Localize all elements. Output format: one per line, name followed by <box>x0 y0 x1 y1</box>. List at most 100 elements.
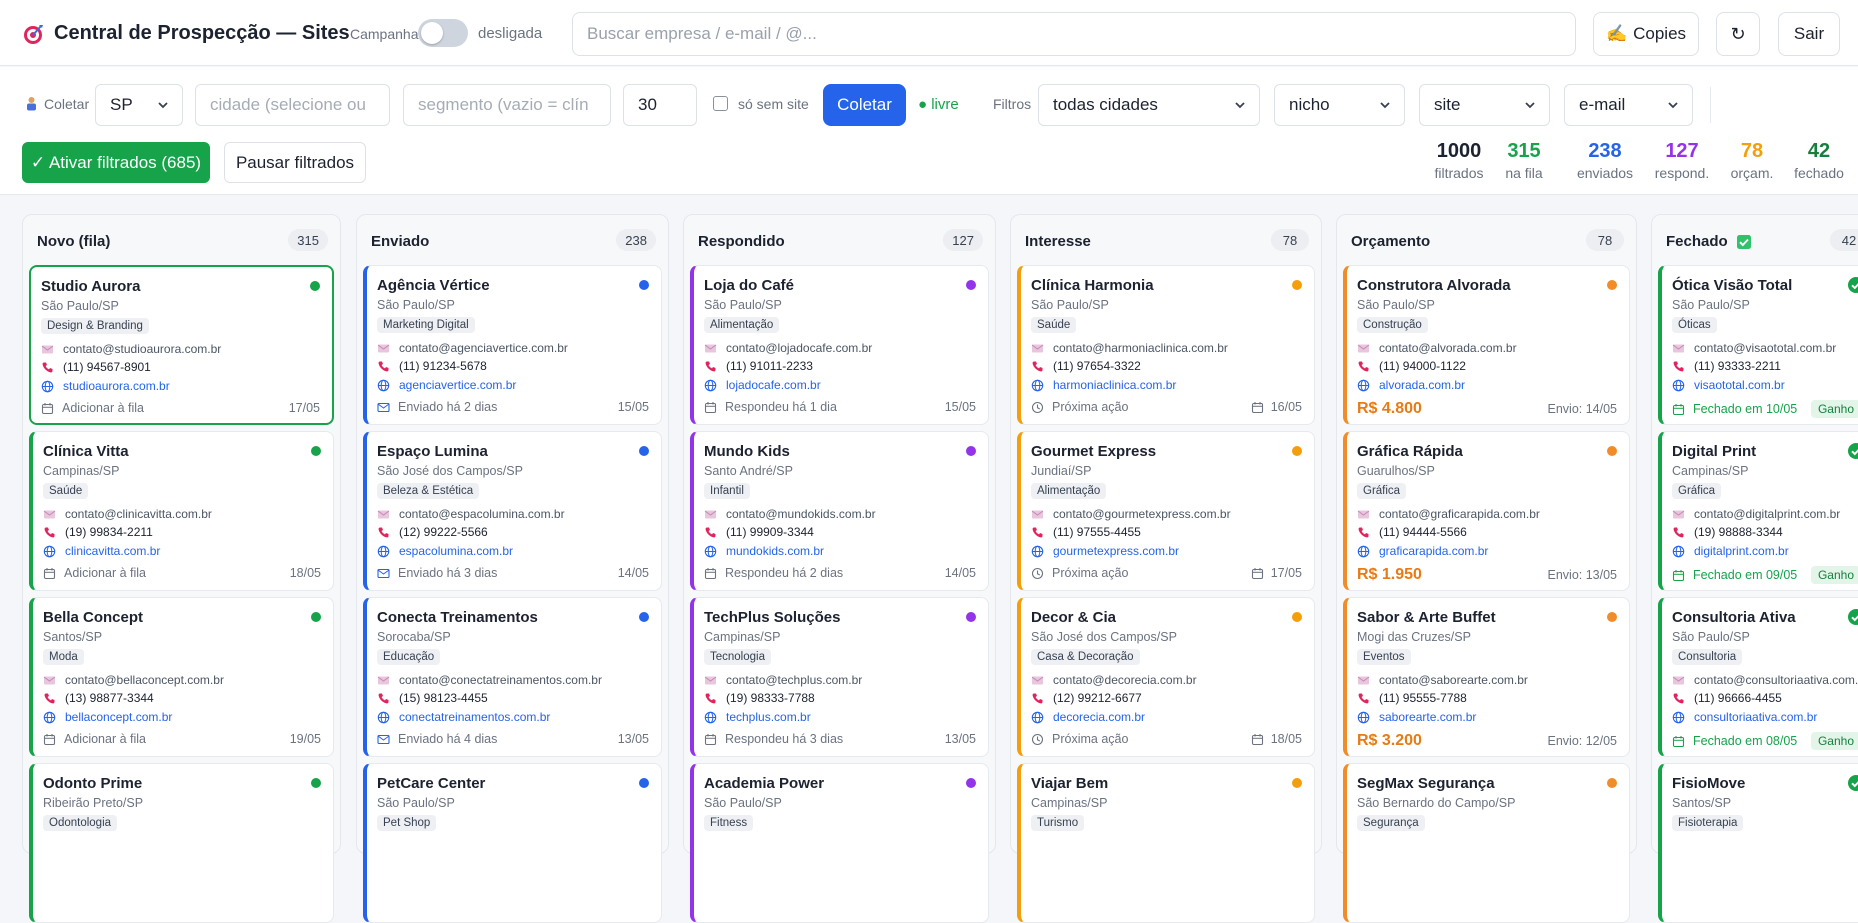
card-site[interactable]: bellaconcept.com.br <box>43 710 172 724</box>
card-email[interactable]: contato@agenciavertice.com.br <box>377 341 568 355</box>
lead-card[interactable]: Loja do Café São Paulo/SP Alimentação co… <box>690 265 989 425</box>
email-filter-select[interactable]: e-mail <box>1564 84 1693 126</box>
refresh-button[interactable]: ↻ <box>1716 12 1760 56</box>
search-input[interactable] <box>572 12 1576 56</box>
card-site[interactable]: harmoniaclinica.com.br <box>1031 378 1176 392</box>
lead-card[interactable]: Digital Print Campinas/SP Gráfica contat… <box>1658 431 1858 591</box>
lead-card[interactable]: FisioMove Santos/SP Fisioterapia <box>1658 763 1858 923</box>
card-email[interactable]: contato@visaototal.com.br <box>1672 341 1836 355</box>
state-select[interactable]: SP <box>95 84 183 126</box>
collect-button[interactable]: Coletar <box>823 84 906 126</box>
card-site[interactable]: studioaurora.com.br <box>41 379 170 393</box>
lead-card[interactable]: Studio Aurora São Paulo/SP Design & Bran… <box>29 265 334 425</box>
card-email[interactable]: contato@espacolumina.com.br <box>377 507 565 521</box>
city-filter-select[interactable]: todas cidades <box>1038 84 1260 126</box>
card-phone[interactable]: (11) 95555-7788 <box>1357 691 1467 705</box>
card-company-name: Clínica Harmonia <box>1031 277 1154 294</box>
card-site[interactable]: gourmetexpress.com.br <box>1031 544 1179 558</box>
card-site[interactable]: clinicavitta.com.br <box>43 544 160 558</box>
copies-button[interactable]: ✍️ Copies <box>1593 12 1699 56</box>
card-email[interactable]: contato@digitalprint.com.br <box>1672 507 1840 521</box>
card-site[interactable]: digitalprint.com.br <box>1672 544 1789 558</box>
card-email[interactable]: contato@graficarapida.com.br <box>1357 507 1540 521</box>
card-phone[interactable]: (12) 99222-5566 <box>377 525 488 539</box>
lead-card[interactable]: Mundo Kids Santo André/SP Infantil conta… <box>690 431 989 591</box>
card-phone[interactable]: (19) 98888-3344 <box>1672 525 1783 539</box>
card-phone[interactable]: (11) 96666-4455 <box>1672 691 1782 705</box>
lead-card[interactable]: Odonto Prime Ribeirão Preto/SP Odontolog… <box>29 763 334 923</box>
card-email[interactable]: contato@bellaconcept.com.br <box>43 673 224 687</box>
card-phone[interactable]: (11) 93333-2211 <box>1672 359 1781 373</box>
pause-filtered-button[interactable]: Pausar filtrados <box>224 142 366 183</box>
lead-card[interactable]: SegMax Segurança São Bernardo do Campo/S… <box>1343 763 1630 923</box>
card-phone[interactable]: (11) 97555-4455 <box>1031 525 1141 539</box>
card-footer-left[interactable]: Adicionar à fila <box>43 732 146 746</box>
card-footer-left[interactable]: Adicionar à fila <box>43 566 146 580</box>
site-filter-select[interactable]: site <box>1419 84 1550 126</box>
card-phone[interactable]: (11) 94000-1122 <box>1357 359 1466 373</box>
card-email[interactable]: contato@saborearte.com.br <box>1357 673 1528 687</box>
logout-button[interactable]: Sair <box>1778 12 1840 56</box>
card-phone[interactable]: (13) 98877-3344 <box>43 691 154 705</box>
lead-card[interactable]: Viajar Bem Campinas/SP Turismo <box>1017 763 1315 923</box>
lead-card[interactable]: Gráfica Rápida Guarulhos/SP Gráfica cont… <box>1343 431 1630 591</box>
card-site[interactable]: decorecia.com.br <box>1031 710 1145 724</box>
card-phone[interactable]: (11) 94444-5566 <box>1357 525 1467 539</box>
card-phone[interactable]: (19) 99834-2211 <box>43 525 153 539</box>
lead-card[interactable]: PetCare Center São Paulo/SP Pet Shop <box>363 763 662 923</box>
only-no-site-checkbox[interactable] <box>713 96 728 111</box>
card-site[interactable]: lojadocafe.com.br <box>704 378 821 392</box>
card-site[interactable]: techplus.com.br <box>704 710 811 724</box>
card-phone[interactable]: (15) 98123-4455 <box>377 691 488 705</box>
lead-card[interactable]: Academia Power São Paulo/SP Fitness <box>690 763 989 923</box>
lead-card[interactable]: Clínica Harmonia São Paulo/SP Saúde cont… <box>1017 265 1315 425</box>
segment-input[interactable]: segmento (vazio = clín <box>403 84 611 126</box>
card-site[interactable]: graficarapida.com.br <box>1357 544 1488 558</box>
card-phone[interactable]: (19) 98333-7788 <box>704 691 815 705</box>
card-phone[interactable]: (12) 99212-6677 <box>1031 691 1142 705</box>
card-email[interactable]: contato@alvorada.com.br <box>1357 341 1517 355</box>
lead-card[interactable]: Espaço Lumina São José dos Campos/SP Bel… <box>363 431 662 591</box>
card-site[interactable]: consultoriaativa.com.br <box>1672 710 1817 724</box>
card-email[interactable]: contato@consultoriaativa.com.br <box>1672 673 1858 687</box>
lead-card[interactable]: Clínica Vitta Campinas/SP Saúde contato@… <box>29 431 334 591</box>
card-phone[interactable]: (11) 91234-5678 <box>377 359 487 373</box>
lead-card[interactable]: TechPlus Soluções Campinas/SP Tecnologia… <box>690 597 989 757</box>
card-site[interactable]: mundokids.com.br <box>704 544 824 558</box>
card-phone[interactable]: (11) 91011-2233 <box>704 359 813 373</box>
lead-card[interactable]: Agência Vértice São Paulo/SP Marketing D… <box>363 265 662 425</box>
lead-card[interactable]: Sabor & Arte Buffet Mogi das Cruzes/SP E… <box>1343 597 1630 757</box>
lead-card[interactable]: Ótica Visão Total São Paulo/SP Óticas co… <box>1658 265 1858 425</box>
card-email[interactable]: contato@harmoniaclinica.com.br <box>1031 341 1228 355</box>
card-site[interactable]: agenciavertice.com.br <box>377 378 516 392</box>
card-email[interactable]: contato@conectatreinamentos.com.br <box>377 673 602 687</box>
lead-card[interactable]: Bella Concept Santos/SP Moda contato@bel… <box>29 597 334 757</box>
card-site[interactable]: saborearte.com.br <box>1357 710 1476 724</box>
lead-card[interactable]: Conecta Treinamentos Sorocaba/SP Educaçã… <box>363 597 662 757</box>
quantity-input[interactable]: 30 <box>623 84 697 126</box>
card-email[interactable]: contato@studioaurora.com.br <box>41 342 221 356</box>
card-email[interactable]: contato@techplus.com.br <box>704 673 862 687</box>
card-email[interactable]: contato@decorecia.com.br <box>1031 673 1197 687</box>
card-email[interactable]: contato@mundokids.com.br <box>704 507 876 521</box>
card-email[interactable]: contato@gourmetexpress.com.br <box>1031 507 1231 521</box>
lead-card[interactable]: Consultoria Ativa São Paulo/SP Consultor… <box>1658 597 1858 757</box>
card-footer-left[interactable]: Adicionar à fila <box>41 401 144 415</box>
card-email[interactable]: contato@clinicavitta.com.br <box>43 507 212 521</box>
lead-card[interactable]: Construtora Alvorada São Paulo/SP Constr… <box>1343 265 1630 425</box>
activate-filtered-button[interactable]: ✓ Ativar filtrados (685) <box>22 142 210 183</box>
card-email[interactable]: contato@lojadocafe.com.br <box>704 341 872 355</box>
lead-card[interactable]: Gourmet Express Jundiaí/SP Alimentação c… <box>1017 431 1315 591</box>
campaign-toggle[interactable] <box>418 19 468 47</box>
card-site[interactable]: alvorada.com.br <box>1357 378 1465 392</box>
city-input[interactable]: cidade (selecione ou <box>195 84 390 126</box>
niche-filter-select[interactable]: nicho <box>1274 84 1405 126</box>
card-phone[interactable]: (11) 97654-3322 <box>1031 359 1141 373</box>
card-phone[interactable]: (11) 94567-8901 <box>41 360 151 374</box>
lead-card[interactable]: Decor & Cia São José dos Campos/SP Casa … <box>1017 597 1315 757</box>
card-site[interactable]: espacolumina.com.br <box>377 544 513 558</box>
card-site[interactable]: conectatreinamentos.com.br <box>377 710 550 724</box>
card-phone[interactable]: (11) 99909-3344 <box>704 525 814 539</box>
envelope-icon <box>377 344 390 352</box>
card-site[interactable]: visaototal.com.br <box>1672 378 1785 392</box>
